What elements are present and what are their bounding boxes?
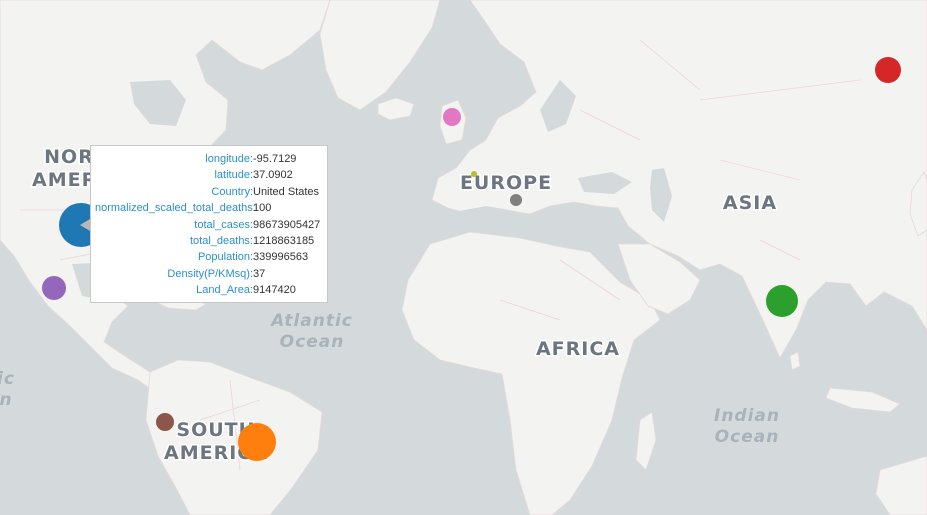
tooltip-row: Density(P/KMsq): 37 [95,266,321,282]
land-madagascar [635,411,657,471]
tooltip-key: Land_Area: [196,284,253,297]
sea-black [578,172,632,194]
land-arabia [617,243,701,315]
land-greenland [319,0,441,111]
tooltip-value: -95.7129 [253,153,297,165]
tooltip-key: Density(P/KMsq): [167,267,253,280]
land-australia [875,455,927,515]
tooltip-value: 98673905427 [253,218,321,231]
marker-india[interactable] [766,285,798,317]
tooltip-key: latitude: [214,169,253,182]
tooltip-key: total_deaths: [190,235,253,248]
tooltip-key: normalized_scaled_total_deaths: [95,202,256,215]
tooltip-row: Land_Area: 9147420 [95,282,321,298]
tooltip-row: latitude: 37.0902 [95,167,321,183]
marker-italy[interactable] [510,194,522,206]
tooltip-row: total_cases: 98673905427 [95,217,321,233]
land-indonesia [825,387,901,413]
tooltip-row: longitude: -95.7129 [95,151,321,167]
bay-hudson [130,80,186,126]
land-africa [401,231,661,515]
land-sri-lanka [789,351,801,371]
marker-france[interactable] [471,171,477,177]
land-south-america [145,359,323,515]
land-japan [909,171,927,237]
tooltip-key: Country: [211,185,253,198]
hover-tooltip: longitude: -95.7129 latitude: 37.0902 Countr… [80,145,328,303]
marker-peru[interactable] [156,413,174,431]
tooltip-key: longitude: [205,153,253,165]
sea-caspian [650,168,672,222]
tooltip-value: 339996563 [253,251,309,264]
marker-russia[interactable] [875,57,901,83]
asia-label: ASIA [723,192,777,214]
tooltip-value: 37 [253,267,266,280]
pacific-partial-label: icn [0,369,15,410]
tooltip-row: Population: 339996563 [95,249,321,265]
marker-uk[interactable] [443,108,461,126]
land-iceland [377,97,415,121]
marker-brazil[interactable] [238,423,276,461]
tooltip-value: 100 [253,202,272,215]
tooltip-value: 1218863185 [253,235,315,248]
marker-mexico[interactable] [42,276,66,300]
indian-label: Indian Ocean [714,406,780,447]
tooltip-value: 37.0902 [253,169,293,182]
sea-baltic [540,80,576,132]
africa-label: AFRICA [536,338,620,360]
tooltip-key: Population: [197,251,253,264]
south-america-label: SOUTH AMERICA [164,419,268,464]
tooltip-row: normalized_scaled_total_deaths: 100 [95,200,321,216]
tooltip-row: total_deaths: 1218863185 [95,233,321,249]
tooltip-key: total_cases: [194,218,253,231]
tooltip-value: United States [253,185,320,198]
tooltip-rows: longitude: -95.7129 latitude: 37.0902 Countr… [95,151,321,299]
atlantic-label: Atlantic Ocean [269,311,353,352]
sea-mediterranean [454,206,590,244]
tooltip-row: Country: United States [95,184,321,200]
tooltip-value: 9147420 [253,284,296,297]
